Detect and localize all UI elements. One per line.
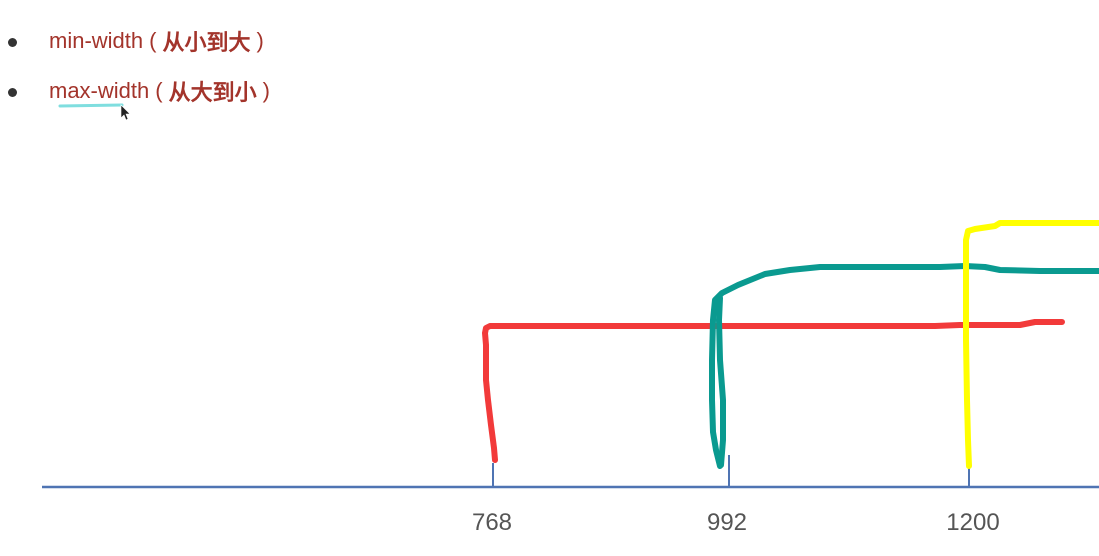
yellow-range-stroke xyxy=(963,220,1099,469)
bullet-min-width: min-width ( 从小到大 ) xyxy=(8,21,270,61)
red-range-stroke xyxy=(482,319,1065,463)
open-paren: ( xyxy=(149,28,157,53)
max-width-label: max-width xyxy=(49,78,150,103)
cursor-icon xyxy=(120,104,131,121)
max-width-note: 从大到小 xyxy=(168,80,257,105)
bullet-dot xyxy=(8,37,17,47)
bullet-dot xyxy=(8,87,17,97)
min-width-label: min-width xyxy=(49,28,144,53)
min-width-note: 从小到大 xyxy=(162,30,251,55)
highlight-underline xyxy=(58,103,124,108)
teal-range-stroke-inner xyxy=(716,295,726,468)
tick-label-992: 992 xyxy=(707,509,747,536)
close-paren: ) xyxy=(262,78,270,103)
teal-range-stroke xyxy=(709,263,1099,469)
bullet-max-width: max-width ( 从大到小 ) xyxy=(8,71,276,111)
tick-label-1200: 1200 xyxy=(946,509,999,536)
open-paren: ( xyxy=(155,78,163,103)
close-paren: ) xyxy=(256,28,264,53)
tick-label-768: 768 xyxy=(472,509,512,536)
